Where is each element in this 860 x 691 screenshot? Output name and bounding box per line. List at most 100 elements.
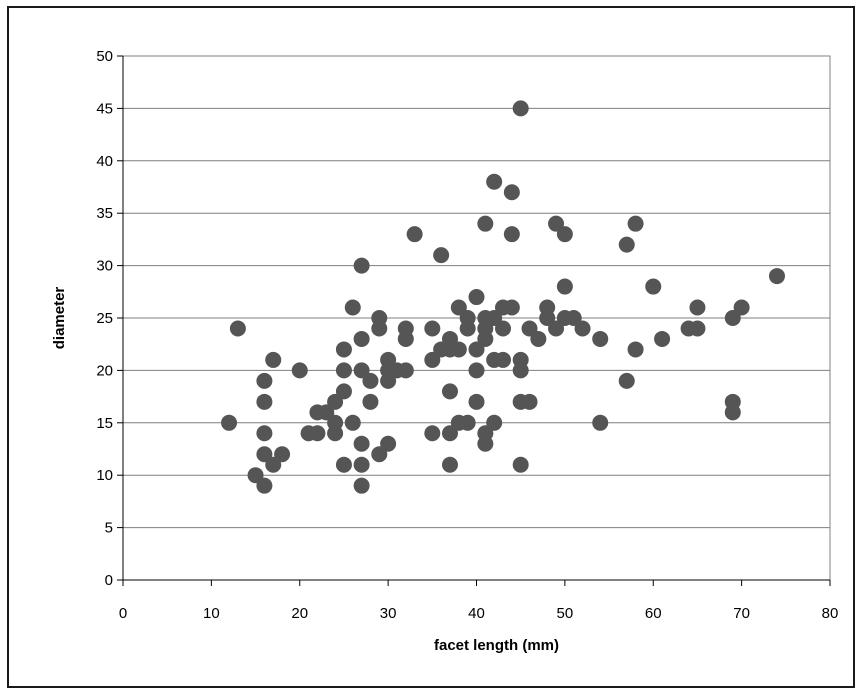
data-point [221,414,238,431]
data-point [486,414,503,431]
y-tick-label: 25 [96,310,113,327]
data-point [724,310,741,326]
data-point [689,299,706,316]
data-point [335,362,352,379]
data-point [353,456,370,473]
data-point [424,320,441,337]
x-tick-label: 10 [203,605,220,622]
data-point [380,435,397,452]
x-tick-label: 60 [645,605,662,622]
data-point [291,362,308,379]
data-point [539,299,556,316]
y-tick-label: 50 [96,48,113,65]
data-point [592,330,609,347]
data-point [495,351,512,368]
data-point [371,446,388,463]
data-point [353,257,370,274]
data-point [486,173,503,190]
x-axis-label: facet length (mm) [434,637,559,654]
axes [117,55,831,586]
data-point [486,310,503,326]
y-tick-label: 30 [96,258,113,275]
data-point [344,414,361,431]
data-point [556,278,573,295]
data-point [371,310,388,326]
data-point [353,330,370,347]
data-point [503,299,520,316]
tick-labels: 0 5 10 15 20 25 30 35 40 45 50 0 10 20 30 40 50 60 70 80 [96,48,838,622]
data-point [512,351,529,368]
data-point [733,299,750,316]
data-point [459,414,476,431]
data-point [477,215,494,232]
data-point [362,393,379,410]
data-point [353,362,370,379]
data-point [548,215,565,232]
data-point [406,226,423,243]
data-point [433,247,450,264]
data-point [450,341,467,358]
data-points [221,100,785,494]
data-point [265,456,282,473]
data-point [327,393,344,410]
data-point [450,299,467,316]
data-point [618,372,635,389]
x-tick-label: 70 [733,605,750,622]
y-tick-label: 10 [96,467,113,484]
data-point [344,299,361,316]
data-point [556,226,573,243]
data-point [353,435,370,452]
x-tick-label: 0 [119,605,127,622]
y-tick-label: 0 [105,572,113,589]
data-point [477,425,494,442]
data-point [495,320,512,337]
x-tick-label: 80 [822,605,839,622]
data-point [265,351,282,368]
data-point [441,456,458,473]
data-point [512,100,529,117]
data-point [327,414,344,431]
data-point [335,456,352,473]
data-point [424,351,441,368]
y-axis-label: diameter [51,287,68,350]
chart-frame [7,6,855,688]
data-point [256,372,273,389]
data-point [424,425,441,442]
data-point [397,362,414,379]
data-point [441,425,458,442]
data-point [256,393,273,410]
data-point [645,278,662,295]
x-tick-label: 50 [557,605,574,622]
data-point [574,320,591,337]
data-point [565,310,582,326]
data-point [503,184,520,201]
data-point [274,446,291,463]
data-point [247,467,264,484]
data-point [468,289,485,306]
data-point [627,341,644,358]
data-point [627,215,644,232]
data-point [256,425,273,442]
y-tick-label: 5 [105,520,113,537]
data-point [397,320,414,337]
data-point [459,310,476,326]
data-point [503,226,520,243]
data-point [441,383,458,400]
data-point [468,362,485,379]
data-point [380,351,397,368]
data-point [353,477,370,494]
data-point [592,414,609,431]
data-point [362,372,379,389]
data-point [654,330,671,347]
data-point [521,320,538,337]
data-point [256,446,273,463]
data-point [521,393,538,410]
x-tick-label: 30 [380,605,397,622]
data-point [689,320,706,337]
y-tick-label: 40 [96,153,113,170]
y-tick-label: 20 [96,362,113,379]
data-point [530,330,547,347]
data-point [548,320,565,337]
y-tick-label: 45 [96,100,113,117]
